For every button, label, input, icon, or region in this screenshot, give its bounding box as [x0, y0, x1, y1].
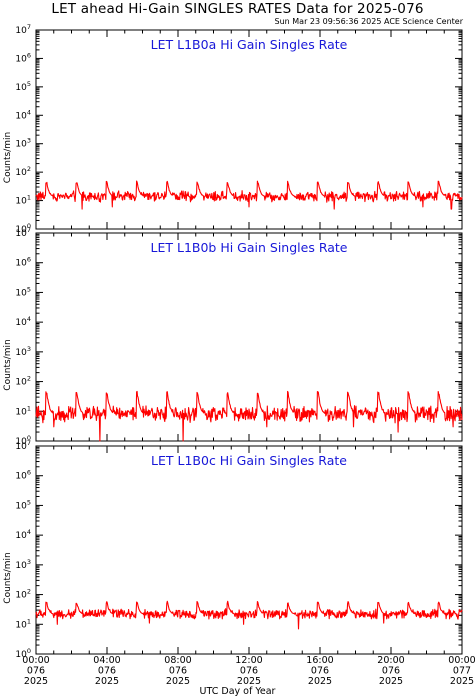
y-tick-label: 103	[15, 137, 31, 150]
panel-title: LET L1B0b Hi Gain Singles Rate	[151, 240, 348, 255]
x-tick-doy: 076	[169, 666, 187, 677]
x-tick-time: 12:00	[235, 655, 262, 666]
y-tick-label: 102	[15, 375, 31, 388]
x-tick-year: 2025	[308, 676, 332, 687]
y-tick-label: 105	[15, 498, 31, 511]
y-axis-label: Counts/min	[3, 132, 13, 183]
panel-3: 100 101 102 103 104 105 106 107 LET L1B0c Hi Gai…	[3, 439, 463, 660]
y-tick-label: 100	[15, 647, 31, 660]
x-tick-time: 08:00	[164, 655, 191, 666]
y-tick-label: 101	[15, 617, 31, 630]
y-tick-label: 100	[15, 434, 31, 447]
panel-frame	[35, 445, 463, 655]
panel-1: 100 101 102 103 104 105 106 107 LET L1B0a Hi Gai…	[3, 23, 463, 235]
y-axis-label: Counts/min	[3, 339, 13, 390]
y-axis-label: Counts/min	[3, 552, 13, 603]
x-tick-year: 2025	[237, 676, 261, 687]
x-tick-year: 2025	[450, 676, 474, 687]
y-tick-label: 102	[15, 588, 31, 601]
x-tick-doy: 076	[311, 666, 329, 677]
y-tick-label: 107	[15, 226, 31, 239]
x-tick-time: 16:00	[306, 655, 333, 666]
chart-title: LET ahead Hi-Gain SINGLES RATES Data for…	[51, 1, 424, 17]
x-axis-label: UTC Day of Year	[199, 686, 276, 697]
panel-title: LET L1B0c Hi Gain Singles Rate	[151, 453, 347, 468]
x-tick-time: 00:00	[448, 655, 475, 666]
x-tick-doy: 076	[98, 666, 116, 677]
x-tick-time: 20:00	[377, 655, 404, 666]
x-tick-year: 2025	[166, 676, 190, 687]
y-tick-label: 104	[15, 528, 31, 541]
y-tick-label: 103	[15, 558, 31, 571]
series-line	[35, 600, 463, 630]
x-tick-year: 2025	[24, 676, 48, 687]
y-tick-label: 100	[15, 222, 31, 235]
x-tick-doy: 077	[453, 666, 471, 677]
x-tick-doy: 076	[240, 666, 258, 677]
panel-2: 100 101 102 103 104 105 106 107 LET L1B0b Hi Gai…	[3, 226, 463, 447]
y-tick-label: 103	[15, 345, 31, 358]
y-tick-label: 106	[15, 256, 31, 269]
panel-title: LET L1B0a Hi Gain Singles Rate	[151, 37, 348, 52]
y-tick-label: 105	[15, 80, 31, 93]
y-tick-label: 107	[15, 23, 31, 36]
timestamp: Sun Mar 23 09:56:36 2025 ACE Science Cen…	[274, 17, 464, 26]
y-tick-label: 101	[15, 194, 31, 207]
y-tick-label: 104	[15, 108, 31, 121]
x-tick-time: 04:00	[93, 655, 120, 666]
x-tick-doy: 076	[382, 666, 400, 677]
y-tick-label: 102	[15, 165, 31, 178]
y-tick-label: 101	[15, 404, 31, 417]
y-tick-label: 106	[15, 51, 31, 64]
y-tick-label: 104	[15, 315, 31, 328]
y-tick-label: 105	[15, 285, 31, 298]
series-line	[35, 390, 463, 442]
x-tick-time: 00:00	[22, 655, 49, 666]
x-tick-year: 2025	[379, 676, 403, 687]
y-tick-label: 106	[15, 469, 31, 482]
x-tick-doy: 076	[27, 666, 45, 677]
series-line	[35, 180, 463, 210]
y-tick-label: 107	[15, 439, 31, 452]
x-tick-year: 2025	[95, 676, 119, 687]
